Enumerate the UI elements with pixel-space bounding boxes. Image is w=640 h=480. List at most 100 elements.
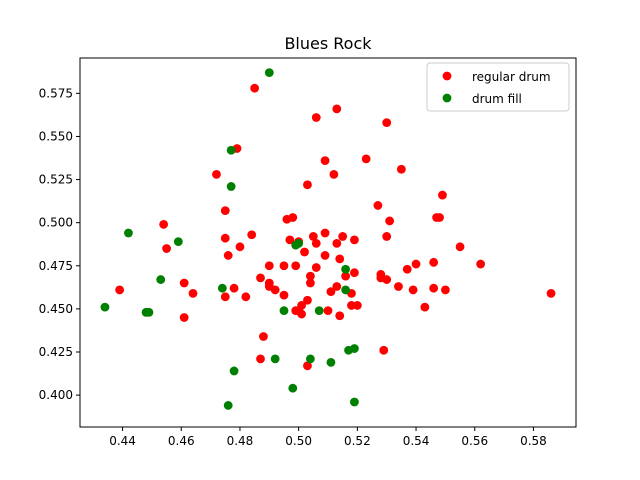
drum-fill-point <box>144 307 154 317</box>
regular-drum-point <box>408 285 418 295</box>
regular-drum-point <box>441 285 450 295</box>
regular-drum-point <box>300 247 309 257</box>
regular-drum-point <box>332 282 342 291</box>
drum-fill-point <box>264 68 274 78</box>
x-tick-label: 0.48 <box>227 434 254 448</box>
regular-drum-point <box>546 288 556 298</box>
regular-drum-point <box>338 232 348 241</box>
drum-fill-point <box>326 357 336 367</box>
regular-drum-point <box>229 283 239 293</box>
regular-drum-point <box>411 259 421 269</box>
legend-label: drum fill <box>472 92 522 106</box>
regular-drum-point <box>361 154 371 164</box>
regular-drum-point <box>311 263 321 272</box>
regular-drum-point <box>220 292 230 302</box>
regular-drum-point <box>250 83 260 93</box>
regular-drum-point <box>350 268 359 278</box>
regular-drum-point <box>435 213 444 222</box>
regular-drum-point <box>341 271 351 281</box>
drum-fill-point <box>314 306 324 316</box>
drum-fill-point <box>229 366 239 376</box>
regular-drum-point <box>394 282 403 291</box>
regular-drum-point <box>332 104 342 114</box>
regular-drum-point <box>259 332 268 341</box>
regular-drum-point <box>455 242 465 252</box>
series-drum-fill <box>100 68 359 410</box>
x-tick-label: 0.58 <box>520 434 547 448</box>
y-tick-label: 0.425 <box>39 345 73 359</box>
y-tick-label: 0.550 <box>39 129 73 143</box>
drum-fill-point <box>217 283 227 293</box>
regular-drum-point <box>303 180 312 190</box>
drum-fill-point <box>305 354 315 364</box>
regular-drum-point <box>264 261 274 271</box>
plot-frame <box>79 57 577 428</box>
regular-drum-point <box>320 156 330 166</box>
y-tick-label: 0.575 <box>39 86 73 100</box>
regular-drum-point <box>332 238 342 248</box>
regular-drum-point <box>303 361 312 371</box>
drum-fill-point <box>226 145 236 155</box>
regular-drum-point <box>288 213 298 222</box>
regular-drum-point <box>329 169 339 179</box>
regular-drum-point <box>396 164 406 174</box>
regular-drum-point <box>335 254 345 264</box>
regular-drum-point <box>308 232 318 241</box>
regular-drum-point <box>376 270 386 279</box>
legend-marker <box>442 71 452 81</box>
regular-drum-point <box>382 275 392 284</box>
drum-fill-point <box>226 182 236 191</box>
regular-drum-point <box>256 273 265 283</box>
regular-drum-point <box>270 285 280 295</box>
x-tick-label: 0.56 <box>461 434 488 448</box>
regular-drum-point <box>179 313 189 322</box>
drum-fill-point <box>223 401 233 410</box>
regular-drum-point <box>420 302 430 312</box>
y-axis: 0.400 0.425 0.450 0.475 0.500 0.525 0.550 0.575 <box>39 86 80 402</box>
legend-marker <box>442 93 452 103</box>
regular-drum-point <box>220 233 230 243</box>
regular-drum-point <box>352 301 362 310</box>
regular-drum-point <box>279 290 289 300</box>
regular-drum-point <box>291 261 301 271</box>
regular-drum-point <box>311 238 321 248</box>
regular-drum-point <box>115 285 125 295</box>
regular-drum-point <box>303 295 312 305</box>
series-regular-drum <box>115 83 556 371</box>
regular-drum-point <box>438 190 447 200</box>
x-tick-label: 0.52 <box>344 434 371 448</box>
drum-fill-point <box>341 264 351 274</box>
drum-fill-point <box>156 275 166 284</box>
regular-drum-point <box>379 345 389 355</box>
y-tick-label: 0.475 <box>39 259 73 273</box>
y-tick-label: 0.525 <box>39 173 73 187</box>
regular-drum-point <box>162 244 171 253</box>
regular-drum-point <box>241 292 251 302</box>
drum-fill-point <box>124 228 133 238</box>
regular-drum-point <box>429 257 439 267</box>
legend-box <box>426 62 570 112</box>
regular-drum-point <box>350 235 359 245</box>
y-tick-label: 0.450 <box>39 302 73 316</box>
regular-drum-point <box>320 228 330 238</box>
regular-drum-point <box>305 271 315 281</box>
regular-drum-point <box>382 232 392 241</box>
regular-drum-point <box>326 287 336 297</box>
regular-drum-point <box>335 311 345 321</box>
regular-drum-point <box>188 288 198 298</box>
regular-drum-point <box>311 113 321 122</box>
regular-drum-point <box>373 201 383 210</box>
chart-title: Blues Rock <box>284 34 372 53</box>
regular-drum-point <box>323 306 333 316</box>
drum-fill-point <box>173 237 183 247</box>
regular-drum-point <box>223 251 233 260</box>
x-tick-label: 0.54 <box>403 434 430 448</box>
regular-drum-point <box>429 283 439 293</box>
regular-drum-point <box>297 301 306 310</box>
drum-fill-point <box>294 238 304 248</box>
x-tick-label: 0.46 <box>168 434 195 448</box>
regular-drum-point <box>305 278 315 288</box>
drum-fill-point <box>288 383 298 393</box>
regular-drum-point <box>247 230 257 240</box>
